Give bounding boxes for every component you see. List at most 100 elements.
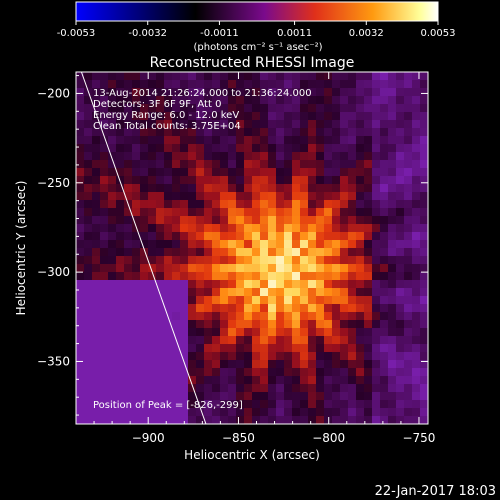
heatmap-cell [300, 160, 309, 169]
heatmap-cell [300, 120, 309, 129]
heatmap-cell [348, 168, 357, 177]
heatmap-cell [108, 120, 117, 129]
heatmap-cell [372, 136, 381, 145]
heatmap-cell [220, 408, 229, 417]
heatmap-cell [348, 208, 357, 217]
heatmap-cell [164, 80, 173, 89]
heatmap-cell [316, 104, 325, 113]
heatmap-cell [332, 112, 341, 121]
heatmap-cell [412, 112, 421, 121]
heatmap-cell [324, 160, 333, 169]
heatmap-cell [244, 352, 253, 361]
heatmap-cell [372, 96, 381, 105]
heatmap-cell [252, 416, 261, 424]
heatmap-cell [252, 384, 261, 393]
heatmap-cell [244, 336, 253, 345]
heatmap-cell [228, 304, 237, 313]
heatmap-cell [300, 336, 309, 345]
heatmap-cell [412, 248, 421, 257]
heatmap-cell [372, 232, 381, 241]
heatmap-cell [212, 280, 221, 289]
heatmap-cell [332, 360, 341, 369]
heatmap-cell [332, 176, 341, 185]
heatmap-cell [260, 376, 269, 385]
heatmap-cell [380, 128, 389, 137]
heatmap-cell [332, 192, 341, 201]
heatmap-cell [220, 304, 229, 313]
heatmap-cell [404, 208, 413, 217]
heatmap-cell [204, 392, 213, 401]
heatmap-cell [252, 200, 261, 209]
heatmap-cell [140, 96, 149, 105]
heatmap-cell [364, 328, 373, 337]
heatmap-cell [172, 192, 181, 201]
heatmap-cell [172, 168, 181, 177]
heatmap-cell [348, 152, 357, 161]
heatmap-cell [124, 352, 133, 361]
heatmap-cell [364, 144, 373, 153]
heatmap-cell [356, 320, 365, 329]
heatmap-cell [348, 136, 357, 145]
heatmap-cell [116, 88, 125, 97]
heatmap-cell [108, 336, 117, 345]
heatmap-cell [236, 312, 245, 321]
heatmap-cell [84, 168, 93, 177]
heatmap-cell [244, 80, 253, 89]
heatmap-cell [420, 360, 428, 369]
heatmap-cell [268, 392, 277, 401]
heatmap-cell [396, 192, 405, 201]
heatmap-cell [380, 160, 389, 169]
heatmap-cell [316, 120, 325, 129]
heatmap-cell [212, 200, 221, 209]
heatmap-cell [252, 240, 261, 249]
heatmap-cell [164, 416, 173, 424]
heatmap-cell [388, 312, 397, 321]
heatmap-cell [204, 72, 213, 81]
heatmap-cell [420, 96, 428, 105]
heatmap-cell [196, 176, 205, 185]
heatmap-cell [244, 264, 253, 273]
heatmap-cell [180, 248, 189, 257]
heatmap-cell [236, 232, 245, 241]
heatmap-cell [228, 224, 237, 233]
heatmap-cell [412, 320, 421, 329]
heatmap-cell [212, 184, 221, 193]
heatmap-cell [356, 168, 365, 177]
heatmap-cell [108, 384, 117, 393]
heatmap-cell [404, 128, 413, 137]
heatmap-cell [244, 248, 253, 257]
heatmap-cell [228, 368, 237, 377]
heatmap-cell [196, 336, 205, 345]
heatmap-cell [156, 184, 165, 193]
heatmap-cell [300, 392, 309, 401]
heatmap-cell [212, 304, 221, 313]
heatmap-cell [324, 360, 333, 369]
heatmap-cell [308, 176, 317, 185]
heatmap-cell [268, 184, 277, 193]
heatmap-cell [172, 288, 181, 297]
heatmap-cell [140, 312, 149, 321]
heatmap-cell [372, 392, 381, 401]
heatmap-cell [404, 264, 413, 273]
heatmap-cell [196, 248, 205, 257]
heatmap-cell [420, 400, 428, 409]
heatmap-cell [228, 152, 237, 161]
heatmap-cell [388, 368, 397, 377]
heatmap-cell [340, 352, 349, 361]
heatmap-cell [140, 408, 149, 417]
heatmap-cell [148, 112, 157, 121]
heatmap-cell [92, 320, 101, 329]
heatmap-cell [244, 216, 253, 225]
heatmap-cell [292, 216, 301, 225]
heatmap-cell [100, 320, 109, 329]
heatmap-cell [324, 376, 333, 385]
heatmap-cell [204, 88, 213, 97]
heatmap-cell [340, 400, 349, 409]
heatmap-cell [388, 168, 397, 177]
heatmap-cell [148, 352, 157, 361]
heatmap-cell [252, 248, 261, 257]
heatmap-cell [116, 272, 125, 281]
heatmap-cell [380, 392, 389, 401]
heatmap-cell [420, 160, 428, 169]
heatmap-cell [268, 416, 277, 424]
